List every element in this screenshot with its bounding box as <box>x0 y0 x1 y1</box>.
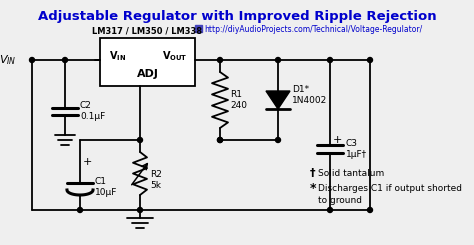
Circle shape <box>137 137 143 143</box>
Circle shape <box>328 208 332 212</box>
Circle shape <box>78 208 82 212</box>
Text: $\mathbf{V_{OUT}}$: $\mathbf{V_{OUT}}$ <box>162 49 188 63</box>
Text: †: † <box>310 168 316 178</box>
Text: C1
10μF: C1 10μF <box>95 177 118 197</box>
Circle shape <box>367 208 373 212</box>
Text: $\mathbf{V_{IN}}$: $\mathbf{V_{IN}}$ <box>109 49 127 63</box>
Circle shape <box>275 137 281 143</box>
Polygon shape <box>266 91 290 109</box>
Text: +: + <box>333 135 342 145</box>
Bar <box>195 25 202 32</box>
Text: Discharges C1 if output shorted: Discharges C1 if output shorted <box>318 184 462 193</box>
Text: +: + <box>83 157 92 167</box>
Circle shape <box>328 58 332 62</box>
Text: $V_{IN}$: $V_{IN}$ <box>0 53 17 67</box>
Circle shape <box>29 58 35 62</box>
Circle shape <box>275 58 281 62</box>
Text: D1*
1N4002: D1* 1N4002 <box>292 85 327 105</box>
Text: http://diyAudioProjects.com/Technical/Voltage-Regulator/: http://diyAudioProjects.com/Technical/Vo… <box>204 24 422 34</box>
Text: C2
0.1μF: C2 0.1μF <box>80 101 105 121</box>
Circle shape <box>218 137 222 143</box>
Circle shape <box>218 137 222 143</box>
Circle shape <box>218 58 222 62</box>
Text: C3
1μF†: C3 1μF† <box>346 139 367 159</box>
Text: *: * <box>310 182 317 195</box>
Text: R2
5k: R2 5k <box>150 170 162 190</box>
Circle shape <box>367 58 373 62</box>
Circle shape <box>63 58 67 62</box>
Text: ADJ: ADJ <box>137 69 158 79</box>
Circle shape <box>137 208 143 212</box>
Bar <box>100 38 195 86</box>
Text: LM317 / LM350 / LM338: LM317 / LM350 / LM338 <box>92 27 202 36</box>
Text: Solid tantalum: Solid tantalum <box>318 169 384 177</box>
Text: to ground: to ground <box>318 196 362 205</box>
Text: R1
240: R1 240 <box>230 90 247 110</box>
Text: Adjustable Regulator with Improved Ripple Rejection: Adjustable Regulator with Improved Rippl… <box>38 10 436 23</box>
